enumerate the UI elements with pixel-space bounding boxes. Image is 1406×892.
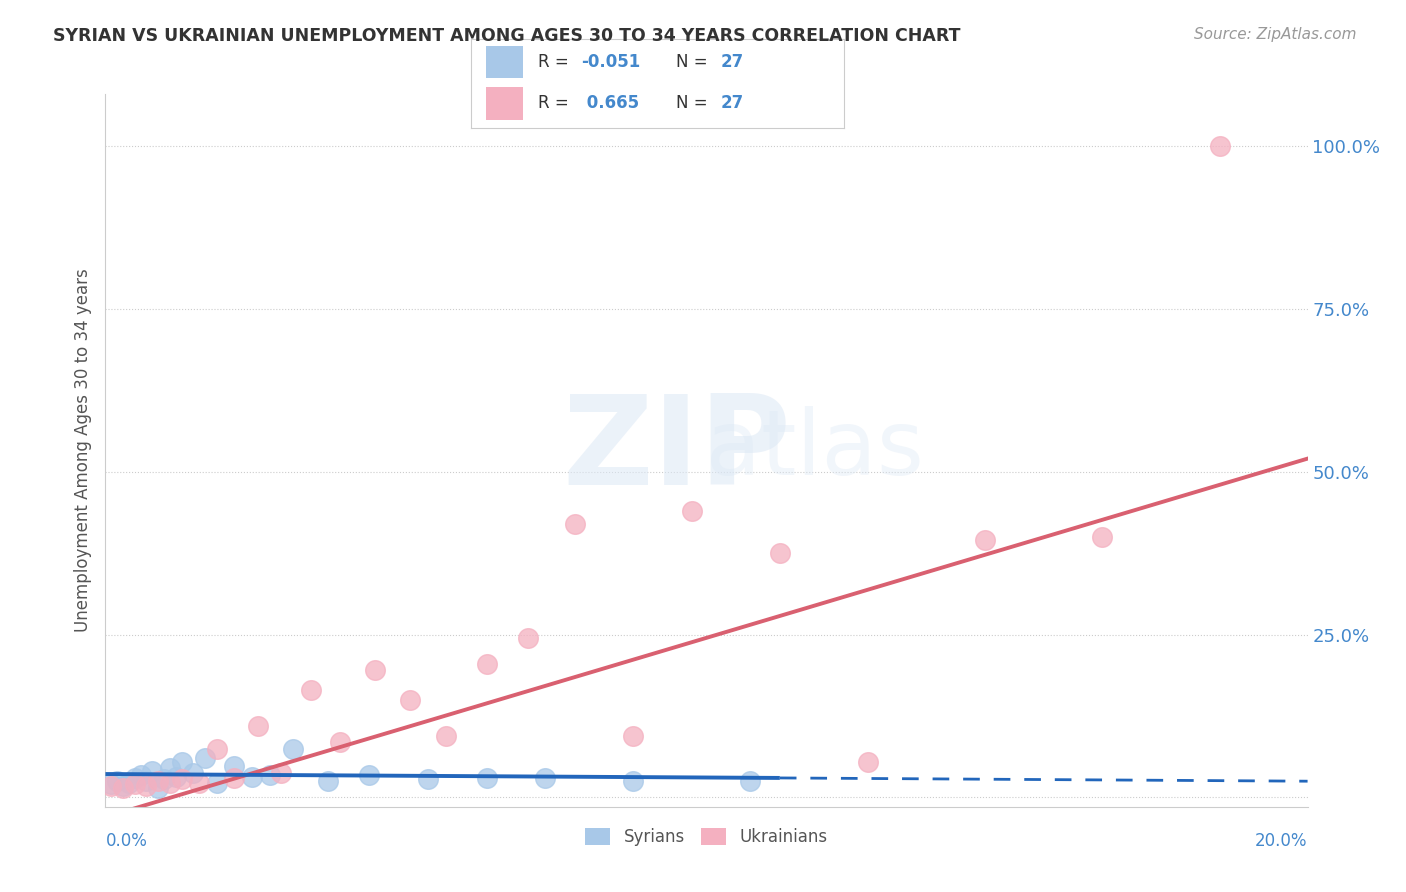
Text: N =: N = [676, 54, 713, 71]
Text: ZIP: ZIP [562, 390, 792, 511]
Point [105, 774, 128, 789]
Text: 27: 27 [721, 95, 744, 112]
Point [516, 631, 538, 645]
Point [129, 767, 152, 781]
Point [124, 777, 146, 791]
Point [240, 770, 263, 784]
Point [224, 759, 246, 773]
Text: 0.665: 0.665 [581, 95, 640, 112]
Text: 27: 27 [721, 54, 744, 71]
Text: Source: ZipAtlas.com: Source: ZipAtlas.com [1194, 27, 1357, 42]
Text: -0.051: -0.051 [581, 54, 640, 71]
Point [159, 776, 181, 790]
Point [112, 779, 135, 793]
Text: 0.0%: 0.0% [105, 831, 148, 849]
Point [224, 771, 246, 785]
Point [281, 741, 304, 756]
Point [205, 741, 228, 756]
Point [681, 504, 703, 518]
Point [740, 774, 762, 789]
Point [316, 774, 339, 789]
Point [475, 657, 498, 671]
Point [188, 776, 211, 790]
Bar [486, 46, 523, 78]
Text: atlas: atlas [562, 407, 924, 494]
Point [148, 780, 170, 795]
Point [621, 729, 644, 743]
Bar [486, 87, 523, 120]
Point [299, 682, 322, 697]
Point [434, 729, 457, 743]
Legend: Syrians, Ukrainians: Syrians, Ukrainians [578, 821, 835, 853]
Point [769, 546, 792, 560]
Point [534, 771, 557, 785]
Point [564, 516, 586, 531]
Point [246, 719, 269, 733]
Point [170, 772, 193, 787]
Point [170, 755, 193, 769]
Point [856, 755, 879, 769]
Point [141, 764, 163, 779]
Point [1091, 530, 1114, 544]
Point [329, 735, 352, 749]
Point [100, 777, 122, 791]
Point [135, 779, 157, 793]
Point [359, 767, 381, 781]
Point [259, 767, 281, 781]
Point [159, 761, 181, 775]
Point [194, 751, 217, 765]
Point [270, 765, 292, 780]
Point [165, 770, 187, 784]
Text: R =: R = [538, 54, 574, 71]
Point [118, 776, 141, 790]
Point [364, 664, 387, 678]
Text: N =: N = [676, 95, 713, 112]
Point [974, 533, 997, 547]
Point [621, 774, 644, 789]
Point [100, 779, 122, 793]
Point [1208, 138, 1230, 153]
Point [399, 692, 422, 706]
Text: 20.0%: 20.0% [1256, 831, 1308, 849]
Point [416, 772, 439, 787]
Point [153, 772, 176, 787]
Text: R =: R = [538, 95, 574, 112]
Y-axis label: Unemployment Among Ages 30 to 34 years: Unemployment Among Ages 30 to 34 years [73, 268, 91, 632]
Point [148, 774, 170, 789]
Point [124, 771, 146, 785]
Point [112, 780, 135, 795]
Point [205, 776, 228, 790]
Point [183, 765, 205, 780]
Point [475, 771, 498, 785]
Text: SYRIAN VS UKRAINIAN UNEMPLOYMENT AMONG AGES 30 TO 34 YEARS CORRELATION CHART: SYRIAN VS UKRAINIAN UNEMPLOYMENT AMONG A… [53, 27, 960, 45]
Point [135, 774, 157, 789]
